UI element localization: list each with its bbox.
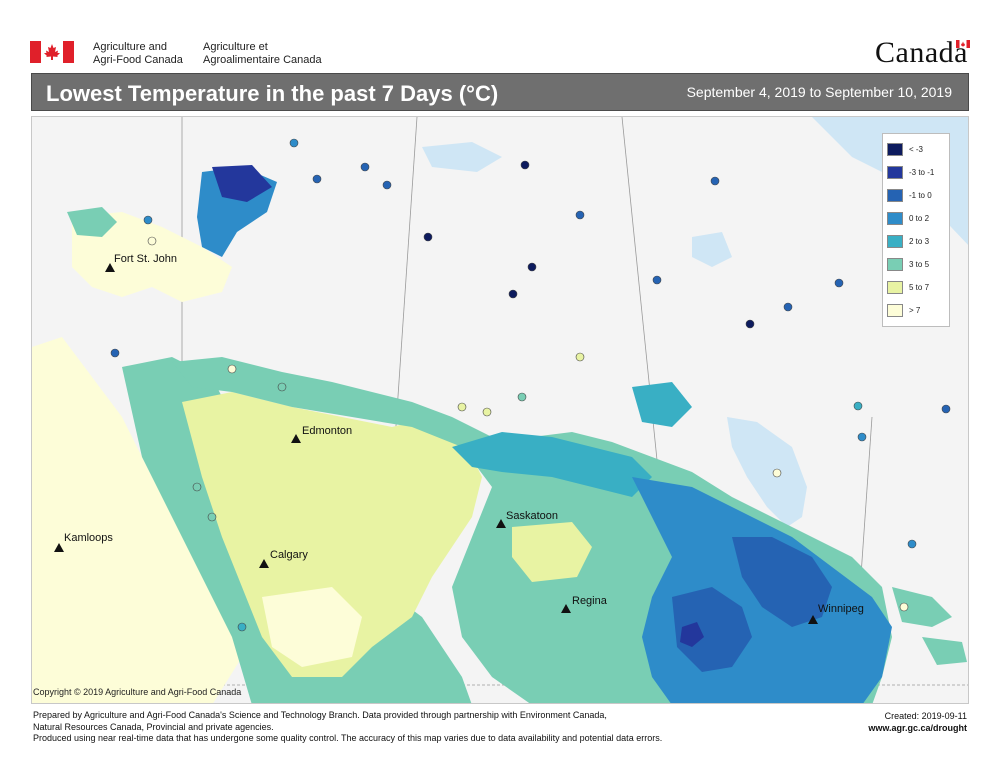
map-area: Fort St. John Edmonton Saskatoon Kamloop… [31, 116, 969, 704]
legend-item: > 7 [887, 299, 945, 322]
created-date: Created: 2019-09-11 [884, 711, 967, 721]
city-saskatoon: Saskatoon [496, 510, 558, 528]
city-regina: Regina [561, 595, 608, 613]
canada-flag-icon [30, 41, 74, 63]
legend-label: 0 to 2 [909, 214, 930, 223]
footer-line-1: Prepared by Agriculture and Agri-Food Ca… [33, 710, 607, 720]
agency-name-english: Agriculture and Agri-Food Canada [93, 41, 183, 67]
temperature-map: Fort St. John Edmonton Saskatoon Kamloop… [32, 117, 968, 703]
city-label-winnipeg: Winnipeg [818, 603, 864, 615]
lake-athabasca [422, 142, 502, 172]
city-label-fort-st-john: Fort St. John [114, 253, 177, 265]
legend-swatch [887, 166, 903, 179]
lake-winnipeg [727, 417, 807, 527]
footer-created: Created: 2019-09-11 www.agr.gc.ca/drough… [868, 710, 967, 734]
legend-swatch [887, 258, 903, 271]
agency-fr-line1: Agriculture et [203, 41, 268, 53]
legend-swatch [887, 281, 903, 294]
city-label-calgary: Calgary [270, 549, 308, 561]
city-fort-st-john: Fort St. John [105, 253, 177, 272]
legend-swatch [887, 304, 903, 317]
header: Agriculture and Agri-Food Canada Agricul… [0, 0, 1000, 70]
legend-item: 2 to 3 [887, 230, 945, 253]
footer-notes: Prepared by Agriculture and Agri-Food Ca… [33, 710, 662, 745]
legend: < -3 -3 to -1 -1 to 0 0 to 2 2 to 3 3 to… [882, 133, 950, 327]
city-edmonton: Edmonton [291, 425, 352, 443]
legend-label: -3 to -1 [909, 168, 935, 177]
legend-label: > 7 [909, 306, 921, 315]
legend-label: < -3 [909, 145, 924, 154]
temperature-fields [32, 165, 967, 703]
legend-label: 2 to 3 [909, 237, 930, 246]
date-range: September 4, 2019 to September 10, 2019 [686, 84, 952, 100]
agency-en-line1: Agriculture and [93, 41, 167, 53]
wordmark-flag-icon [956, 40, 970, 48]
city-label-kamloops: Kamloops [64, 532, 113, 544]
legend-item: -1 to 0 [887, 184, 945, 207]
city-markers: Fort St. John Edmonton Saskatoon Kamloop… [54, 253, 864, 624]
footer-line-3: Produced using near real-time data that … [33, 733, 663, 743]
footer: Prepared by Agriculture and Agri-Food Ca… [31, 707, 969, 767]
lake-north [692, 232, 732, 267]
map-title: Lowest Temperature in the past 7 Days (°… [46, 81, 499, 106]
legend-swatch [887, 143, 903, 156]
copyright: Copyright © 2019 Agriculture and Agri-Fo… [33, 687, 242, 697]
legend-item: 5 to 7 [887, 276, 945, 299]
agr-url-link[interactable]: www.agr.gc.ca/drought [868, 723, 967, 733]
station-points [110, 138, 951, 632]
city-calgary: Calgary [259, 549, 308, 568]
city-kamloops: Kamloops [54, 532, 113, 552]
title-bar: Lowest Temperature in the past 7 Days (°… [31, 73, 969, 111]
legend-swatch [887, 189, 903, 202]
legend-swatch [887, 212, 903, 225]
footer-line-2: Natural Resources Canada, Provincial and… [33, 721, 274, 732]
legend-swatch [887, 235, 903, 248]
city-winnipeg: Winnipeg [808, 603, 864, 624]
legend-item: 3 to 5 [887, 253, 945, 276]
legend-label: -1 to 0 [909, 191, 932, 200]
city-label-regina: Regina [572, 595, 608, 607]
legend-item: < -3 [887, 138, 945, 161]
city-label-saskatoon: Saskatoon [506, 510, 558, 522]
legend-item: 0 to 2 [887, 207, 945, 230]
legend-label: 5 to 7 [909, 283, 930, 292]
agency-fr-line2: Agroalimentaire Canada [203, 54, 322, 66]
wordmark-text: Canada [875, 36, 968, 69]
city-label-edmonton: Edmonton [302, 425, 352, 437]
canada-wordmark: Canada [875, 36, 970, 70]
agency-name-french: Agriculture et Agroalimentaire Canada [203, 41, 322, 67]
legend-item: -3 to -1 [887, 161, 945, 184]
legend-label: 3 to 5 [909, 260, 930, 269]
agency-en-line2: Agri-Food Canada [93, 54, 183, 66]
